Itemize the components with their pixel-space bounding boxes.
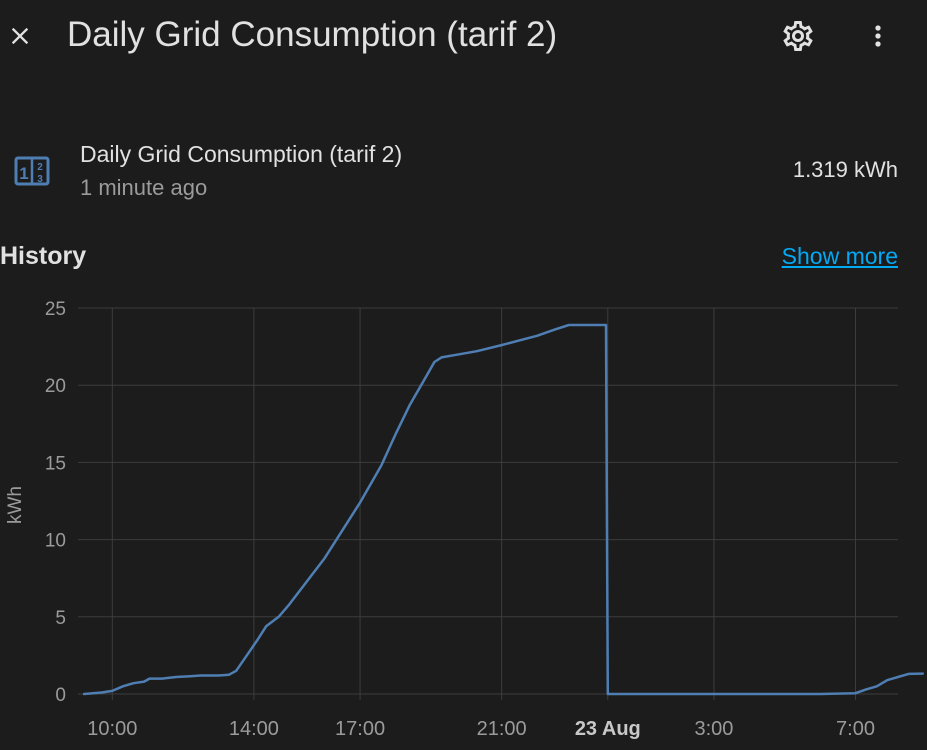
show-more-link[interactable]: Show more [781, 243, 898, 269]
x-tick-label: 17:00 [335, 718, 385, 740]
chart-grid [78, 307, 898, 700]
x-tick-label: 21:00 [477, 718, 527, 740]
counter-icon: 1 2 3 [14, 156, 50, 186]
settings-button[interactable] [776, 14, 820, 58]
more-vertical-icon [875, 25, 881, 47]
entity-state-value: 1.319 kWh [792, 157, 898, 182]
y-tick-label: 0 [55, 685, 66, 706]
x-axis-ticks: 10:00 14:00 17:00 21:00 23 Aug 3:00 7:00 [87, 718, 875, 740]
dialog-title: Daily Grid Consumption (tarif 2) [67, 15, 558, 54]
gear-icon [783, 21, 813, 51]
entity-last-changed: 1 minute ago [80, 175, 208, 200]
y-tick-label: 20 [45, 376, 66, 397]
close-button[interactable] [2, 14, 38, 58]
history-heading: History [0, 242, 87, 270]
x-tick-label: 7:00 [836, 718, 875, 740]
y-tick-label: 25 [45, 299, 66, 320]
svg-text:1: 1 [19, 164, 28, 183]
more-options-button[interactable] [858, 14, 898, 58]
entity-name: Daily Grid Consumption (tarif 2) [80, 141, 403, 167]
x-tick-label: 10:00 [87, 718, 137, 740]
x-tick-label: 3:00 [694, 718, 733, 740]
history-chart[interactable]: 0 5 10 15 20 25 10:00 14:00 17:00 21:00 23 Aug 3:0… [0, 290, 927, 750]
y-axis-label: kWh [5, 486, 26, 524]
y-axis-ticks: 0 5 10 15 20 25 [45, 299, 66, 706]
x-tick-label: 23 Aug [575, 718, 641, 740]
svg-text:3: 3 [37, 174, 43, 185]
series-line [82, 323, 925, 696]
svg-text:2: 2 [37, 162, 43, 173]
dialog-header: Daily Grid Consumption (tarif 2) [0, 0, 927, 72]
y-tick-label: 5 [55, 608, 66, 629]
y-tick-label: 10 [45, 531, 66, 552]
chart-series [82, 323, 925, 696]
entity-state-row: 1 2 3 Daily Grid Consumption (tarif 2) 1… [0, 130, 927, 210]
close-icon [11, 27, 29, 45]
x-tick-label: 14:00 [229, 718, 279, 740]
y-tick-label: 15 [45, 453, 66, 474]
